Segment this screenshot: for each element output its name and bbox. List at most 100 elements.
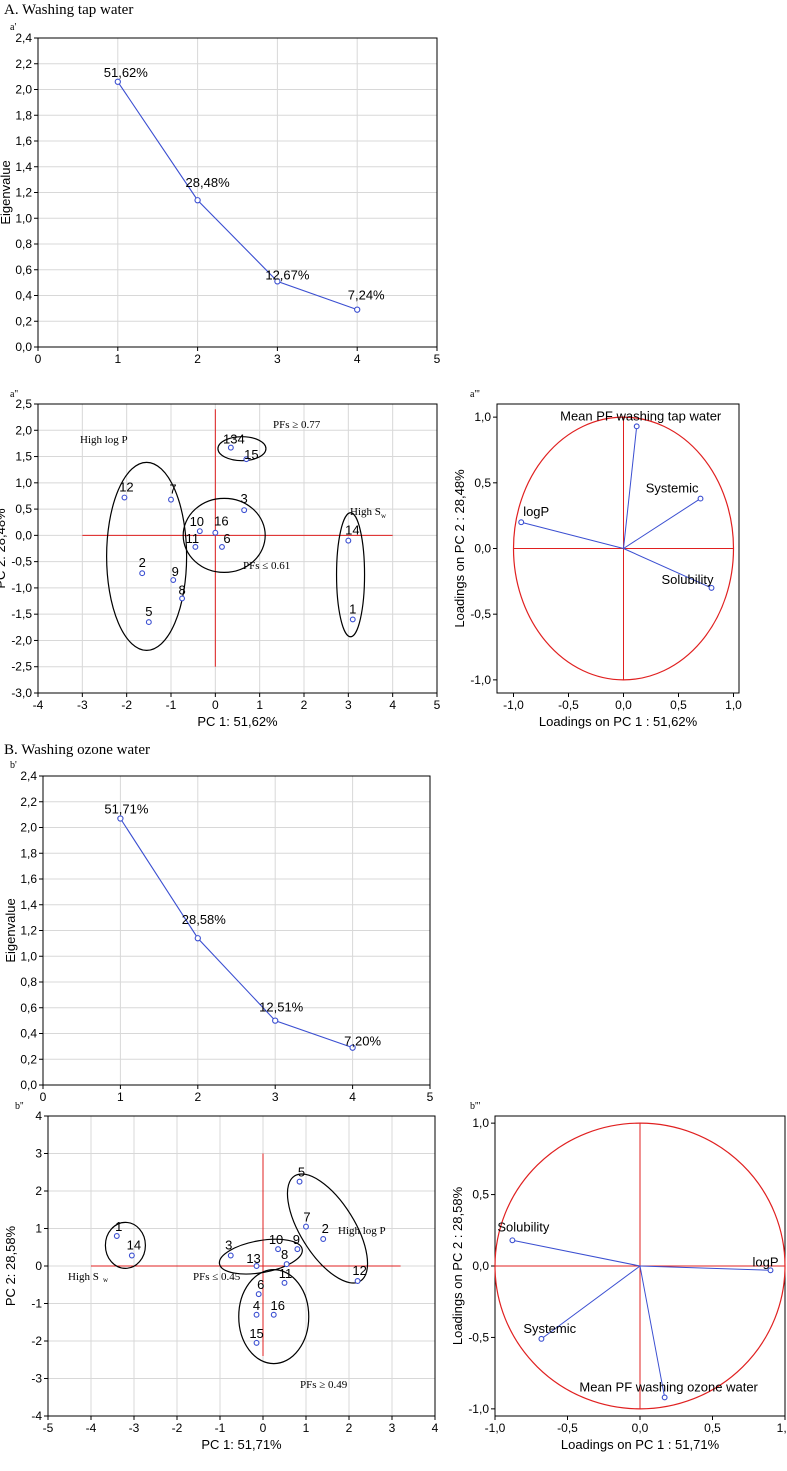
a2-point-label: 9 xyxy=(172,564,179,579)
b3-loading-vector xyxy=(639,1265,771,1271)
a1-xtick-label: 0 xyxy=(35,352,42,366)
b3-y-axis-title: Loadings on PC 2 : 28,58% xyxy=(450,1186,465,1345)
b2-score-point xyxy=(320,1236,327,1242)
a3-loading-vector xyxy=(623,498,701,549)
b1-ytick-label: 2,0 xyxy=(20,821,37,835)
b1-data-point xyxy=(272,1017,279,1024)
b2-point-label: 13 xyxy=(246,1251,260,1266)
b1-ytick-label: 0,2 xyxy=(20,1052,37,1066)
b3-xtick-label: -0,5 xyxy=(557,1421,578,1435)
b2-annotation: w xyxy=(103,1276,109,1284)
b1-xtick-label: 1 xyxy=(117,1090,124,1104)
a1-xtick-label: 1 xyxy=(114,352,121,366)
b2-annotation: PFs ≤ 0.45 xyxy=(193,1271,241,1283)
section-title-a: A. Washing tap water xyxy=(4,2,133,18)
b2-score-point xyxy=(270,1311,277,1318)
a1-ytick-label: 1,4 xyxy=(15,160,32,174)
a2-annotation: w xyxy=(381,512,387,520)
b2-annotation: PFs ≥ 0.49 xyxy=(300,1379,348,1391)
a2-score-point xyxy=(145,619,152,626)
b3-xtick-label: 1,0 xyxy=(777,1421,787,1435)
a3-ytick-label: 0,0 xyxy=(474,542,491,556)
b2-score-point xyxy=(253,1263,260,1269)
b2-xtick-label: -5 xyxy=(43,1421,54,1435)
a2-point-label: 5 xyxy=(145,604,152,619)
a3-loading-point xyxy=(697,495,704,502)
a2-score-point xyxy=(170,577,177,583)
b1-ytick-label: 1,2 xyxy=(20,924,37,938)
b1-xtick-label: 5 xyxy=(427,1090,434,1104)
b2-point-label: 10 xyxy=(269,1232,283,1247)
b2-ytick-label: -4 xyxy=(31,1409,42,1423)
a1-series-line xyxy=(117,81,358,311)
a1-ytick-label: 2,2 xyxy=(15,57,32,71)
a2-ytick-label: -2,5 xyxy=(11,660,32,674)
a2-cluster-ellipse xyxy=(182,497,266,573)
b2-point-label: 6 xyxy=(257,1277,264,1292)
a1-data-point xyxy=(354,306,361,313)
a2-score-point xyxy=(349,616,356,623)
a3-x-axis-title: Loadings on PC 1 : 51,62% xyxy=(539,714,698,729)
a2-xtick-label: 0 xyxy=(212,698,219,712)
a3-loading-label: logP xyxy=(523,504,549,519)
b2-xtick-label: -4 xyxy=(86,1421,97,1435)
a2-score-point xyxy=(219,543,225,550)
b3-ytick-label: 0,5 xyxy=(472,1188,489,1202)
a3-loading-vector xyxy=(623,548,712,589)
b3-ytick-label: -1,0 xyxy=(468,1402,489,1416)
b1-ytick-label: 2,2 xyxy=(20,795,37,809)
b1-ytick-label: 1,6 xyxy=(20,872,37,886)
a2-plot-frame xyxy=(37,403,438,694)
a1-data-label: 28,48% xyxy=(186,175,231,190)
b2-ytick-label: 1 xyxy=(35,1222,42,1236)
a2-annotation: PFs ≤ 0.61 xyxy=(243,560,290,572)
b3-panel-label: b''' xyxy=(470,1101,481,1112)
a2-ytick-label: -1,5 xyxy=(11,607,32,621)
b3-x-axis-title: Loadings on PC 1 : 51,71% xyxy=(561,1437,720,1452)
a3-xtick-label: -1,0 xyxy=(503,698,524,712)
b3-loading-label: Solubility xyxy=(497,1219,550,1234)
b2-score-point xyxy=(227,1252,234,1259)
b1-data-label: 28,58% xyxy=(182,912,227,927)
b1-xtick-label: 0 xyxy=(40,1090,47,1104)
b2-xtick-label: 2 xyxy=(346,1421,353,1435)
a3-loading-label: Solubility xyxy=(662,572,715,587)
a2-ytick-label: -1,0 xyxy=(11,581,32,595)
b2-score-point xyxy=(253,1311,260,1318)
a2-point-label: 12 xyxy=(119,480,133,495)
b1-ytick-label: 1,4 xyxy=(20,898,37,912)
a1-ytick-label: 0,4 xyxy=(15,289,32,303)
a1-y-axis-title: Eigenvalue xyxy=(0,160,13,224)
b2-x-axis-title: PC 1: 51,71% xyxy=(201,1437,282,1452)
b2-xtick-label: -2 xyxy=(172,1421,183,1435)
b2-score-point xyxy=(283,1261,290,1268)
a2-annotation: PFs ≥ 0.77 xyxy=(273,419,321,431)
a1-xtick-label: 4 xyxy=(354,352,361,366)
b2-ytick-label: -2 xyxy=(31,1334,42,1348)
a1-ytick-label: 2,4 xyxy=(15,31,32,45)
b3-ytick-label: 0,0 xyxy=(472,1259,489,1273)
section-title-b: B. Washing ozone water xyxy=(4,742,150,758)
a3-loading-point xyxy=(633,423,640,430)
a1-ytick-label: 0,0 xyxy=(15,340,32,354)
a3-xtick-label: 0,5 xyxy=(670,698,687,712)
a3-loading-vector xyxy=(521,521,624,549)
a3-xtick-label: 1,0 xyxy=(725,698,742,712)
a2-point-label: 15 xyxy=(244,447,258,462)
a3-loading-label: Mean PF washing tap water xyxy=(560,408,722,423)
b2-ytick-label: 4 xyxy=(35,1109,42,1123)
b3-xtick-label: 0,5 xyxy=(704,1421,721,1435)
b2-annotation: High S xyxy=(68,1271,99,1283)
a2-xtick-label: 1 xyxy=(256,698,263,712)
a3-ytick-label: -0,5 xyxy=(470,607,491,621)
b1-ytick-label: 0,6 xyxy=(20,1001,37,1015)
b1-ytick-label: 0,4 xyxy=(20,1027,37,1041)
b3-loading-label: logP xyxy=(753,1254,779,1269)
b2-point-label: 14 xyxy=(127,1238,141,1253)
a1-data-label: 7,24% xyxy=(348,288,385,303)
b2-ytick-label: 3 xyxy=(35,1147,42,1161)
b1-ytick-label: 0,0 xyxy=(20,1078,37,1092)
a1-ytick-label: 0,2 xyxy=(15,314,32,328)
b2-score-point xyxy=(296,1178,303,1185)
